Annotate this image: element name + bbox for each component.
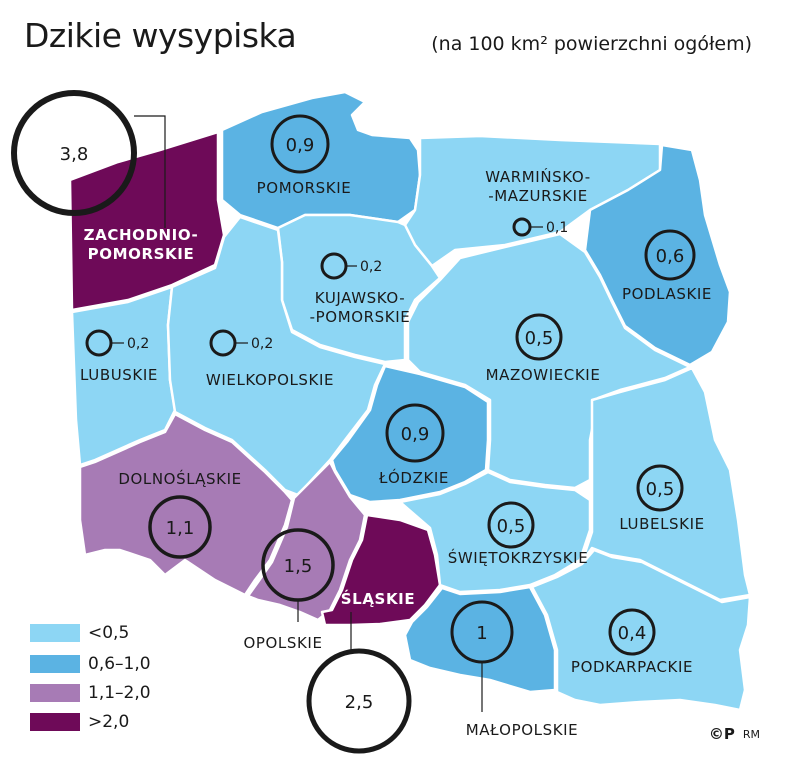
marker-pomorskie (270, 114, 330, 174)
value-wielkopolskie: 0,2 (251, 336, 273, 352)
value-swietokrzyskie: 0,5 (497, 516, 526, 537)
label-kujawsko-2: -POMORSKIE (310, 308, 411, 326)
value-zachodniopomorskie: 3,8 (60, 144, 89, 165)
region-podlaskie (583, 143, 732, 367)
label-opolskie: OPOLSKIE (243, 634, 322, 652)
region-swietokrzyskie (398, 470, 592, 594)
legend-item-gt20: >2,0 (30, 712, 129, 732)
legend-swatch (30, 624, 80, 642)
value-podkarpackie: 0,4 (618, 623, 647, 644)
marker-mazowieckie (515, 313, 563, 361)
value-dolnoslaskie: 1,1 (166, 518, 195, 539)
region-mazowieckie (406, 232, 692, 490)
label-podlaskie: PODLASKIE (622, 285, 712, 303)
label-kujawsko-1: KUJAWSKO- (315, 289, 405, 307)
legend-item-11-20: 1,1–2,0 (30, 683, 151, 703)
region-pomorskie (220, 90, 422, 230)
region-slaskie (320, 513, 442, 627)
pap-logo: ©P (708, 725, 735, 743)
label-mazowieckie: MAZOWIECKIE (486, 366, 601, 384)
value-opolskie: 1,5 (284, 556, 313, 577)
label-zachodniopomorskie-1: ZACHODNIO- (84, 226, 199, 244)
marker-podkarpackie (608, 608, 656, 656)
marker-swietokrzyskie (487, 501, 535, 549)
label-lubelskie: LUBELSKIE (619, 515, 704, 533)
label-swietokrzyskie: ŚWIĘTOKRZYSKIE (448, 548, 589, 567)
legend-item-06-10: 0,6–1,0 (30, 654, 151, 674)
value-podlaskie: 0,6 (656, 246, 685, 267)
credit: ©P RM (709, 725, 760, 743)
value-mazowieckie: 0,5 (525, 328, 554, 349)
value-kujawsko: 0,2 (360, 259, 382, 275)
legend-swatch (30, 713, 80, 731)
map-subtitle: (na 100 km² powierzchni ogółem) (431, 33, 752, 55)
marker-lubelskie (636, 464, 684, 512)
legend-item-lt05: <0,5 (30, 623, 129, 643)
legend-label: 0,6–1,0 (88, 654, 151, 674)
value-lubelskie: 0,5 (646, 479, 675, 500)
region-lodzkie (330, 364, 490, 504)
region-warminsko-mazurskie (403, 134, 662, 268)
legend-label: <0,5 (88, 623, 130, 643)
value-warminsko: 0,1 (546, 220, 568, 236)
marker-zachodniopomorskie (11, 90, 137, 216)
marker-podlaskie (644, 229, 696, 281)
value-lubuskie: 0,2 (127, 336, 149, 352)
marker-dolnoslaskie (148, 495, 212, 559)
value-slaskie: 2,5 (345, 692, 374, 713)
legend-swatch (30, 684, 80, 702)
label-podkarpackie: PODKARPACKIE (571, 658, 693, 676)
legend-label: 1,1–2,0 (88, 683, 151, 703)
label-lodzkie: ŁÓDZKIE (378, 468, 449, 487)
marker-slaskie (306, 648, 412, 754)
label-dolnoslaskie: DOLNOŚLĄSKIE (118, 469, 241, 488)
label-wielkopolskie: WIELKOPOLSKIE (206, 371, 334, 389)
label-zachodniopomorskie-2: POMORSKIE (88, 245, 195, 263)
value-lodzkie: 0,9 (401, 424, 430, 445)
author-initials: RM (742, 727, 760, 741)
value-malopolskie: 1 (476, 623, 487, 644)
map-title: Dzikie wysypiska (24, 16, 297, 55)
label-warminsko-1: WARMIŃSKO- (485, 167, 590, 186)
marker-lodzkie (385, 403, 445, 463)
label-slaskie: ŚLĄSKIE (341, 589, 415, 608)
label-malopolskie: MAŁOPOLSKIE (466, 721, 579, 739)
region-podkarpackie (530, 548, 752, 712)
label-warminsko-2: -MAZURSKIE (488, 187, 588, 205)
value-pomorskie: 0,9 (286, 135, 315, 156)
legend-label: >2,0 (88, 712, 130, 732)
label-lubuskie: LUBUSKIE (80, 366, 158, 384)
region-wielkopolskie (166, 215, 387, 497)
legend-swatch (30, 655, 80, 673)
label-pomorskie: POMORSKIE (257, 179, 352, 197)
region-malopolskie (403, 585, 557, 694)
